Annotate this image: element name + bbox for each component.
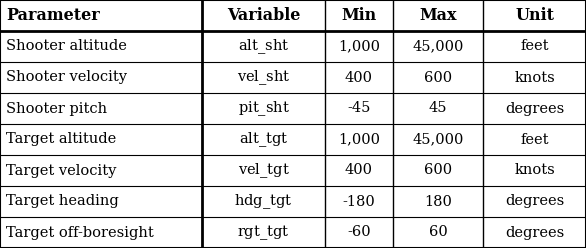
Text: degrees: degrees	[505, 225, 564, 240]
Text: -45: -45	[347, 101, 370, 116]
Text: Shooter pitch: Shooter pitch	[6, 101, 107, 116]
Text: $\mathregular{pit\_sht}$: $\mathregular{pit\_sht}$	[238, 99, 289, 118]
Text: degrees: degrees	[505, 194, 564, 209]
Text: Min: Min	[341, 7, 377, 24]
Text: $\mathregular{rgt\_tgt}$: $\mathregular{rgt\_tgt}$	[237, 223, 290, 242]
Text: $\mathregular{alt\_sht}$: $\mathregular{alt\_sht}$	[238, 37, 289, 56]
Text: 600: 600	[424, 70, 452, 85]
Text: -180: -180	[343, 194, 375, 209]
Text: Shooter altitude: Shooter altitude	[6, 39, 127, 54]
Text: 180: 180	[424, 194, 452, 209]
Text: Target altitude: Target altitude	[6, 132, 116, 147]
Text: 1,000: 1,000	[338, 132, 380, 147]
Text: 45,000: 45,000	[413, 132, 464, 147]
Text: -60: -60	[347, 225, 371, 240]
Text: knots: knots	[515, 163, 555, 178]
Text: Variable: Variable	[227, 7, 301, 24]
Text: $\mathregular{vel\_tgt}$: $\mathregular{vel\_tgt}$	[238, 161, 289, 180]
Text: 400: 400	[345, 70, 373, 85]
Text: Parameter: Parameter	[6, 7, 100, 24]
Text: knots: knots	[515, 70, 555, 85]
Text: $\mathregular{vel\_sht}$: $\mathregular{vel\_sht}$	[237, 68, 291, 87]
Text: feet: feet	[520, 39, 549, 54]
Text: $\mathregular{hdg\_tgt}$: $\mathregular{hdg\_tgt}$	[234, 192, 293, 211]
Text: Unit: Unit	[515, 7, 554, 24]
Text: Shooter velocity: Shooter velocity	[6, 70, 127, 85]
Text: Max: Max	[420, 7, 456, 24]
Text: 60: 60	[429, 225, 447, 240]
Text: degrees: degrees	[505, 101, 564, 116]
Text: 45,000: 45,000	[413, 39, 464, 54]
Text: Target heading: Target heading	[6, 194, 118, 209]
Text: 45: 45	[429, 101, 447, 116]
Text: 600: 600	[424, 163, 452, 178]
Text: 1,000: 1,000	[338, 39, 380, 54]
Text: Target velocity: Target velocity	[6, 163, 116, 178]
Text: 400: 400	[345, 163, 373, 178]
Text: $\mathregular{alt\_tgt}$: $\mathregular{alt\_tgt}$	[239, 130, 288, 149]
Text: Target off-boresight: Target off-boresight	[6, 225, 154, 240]
Text: feet: feet	[520, 132, 549, 147]
